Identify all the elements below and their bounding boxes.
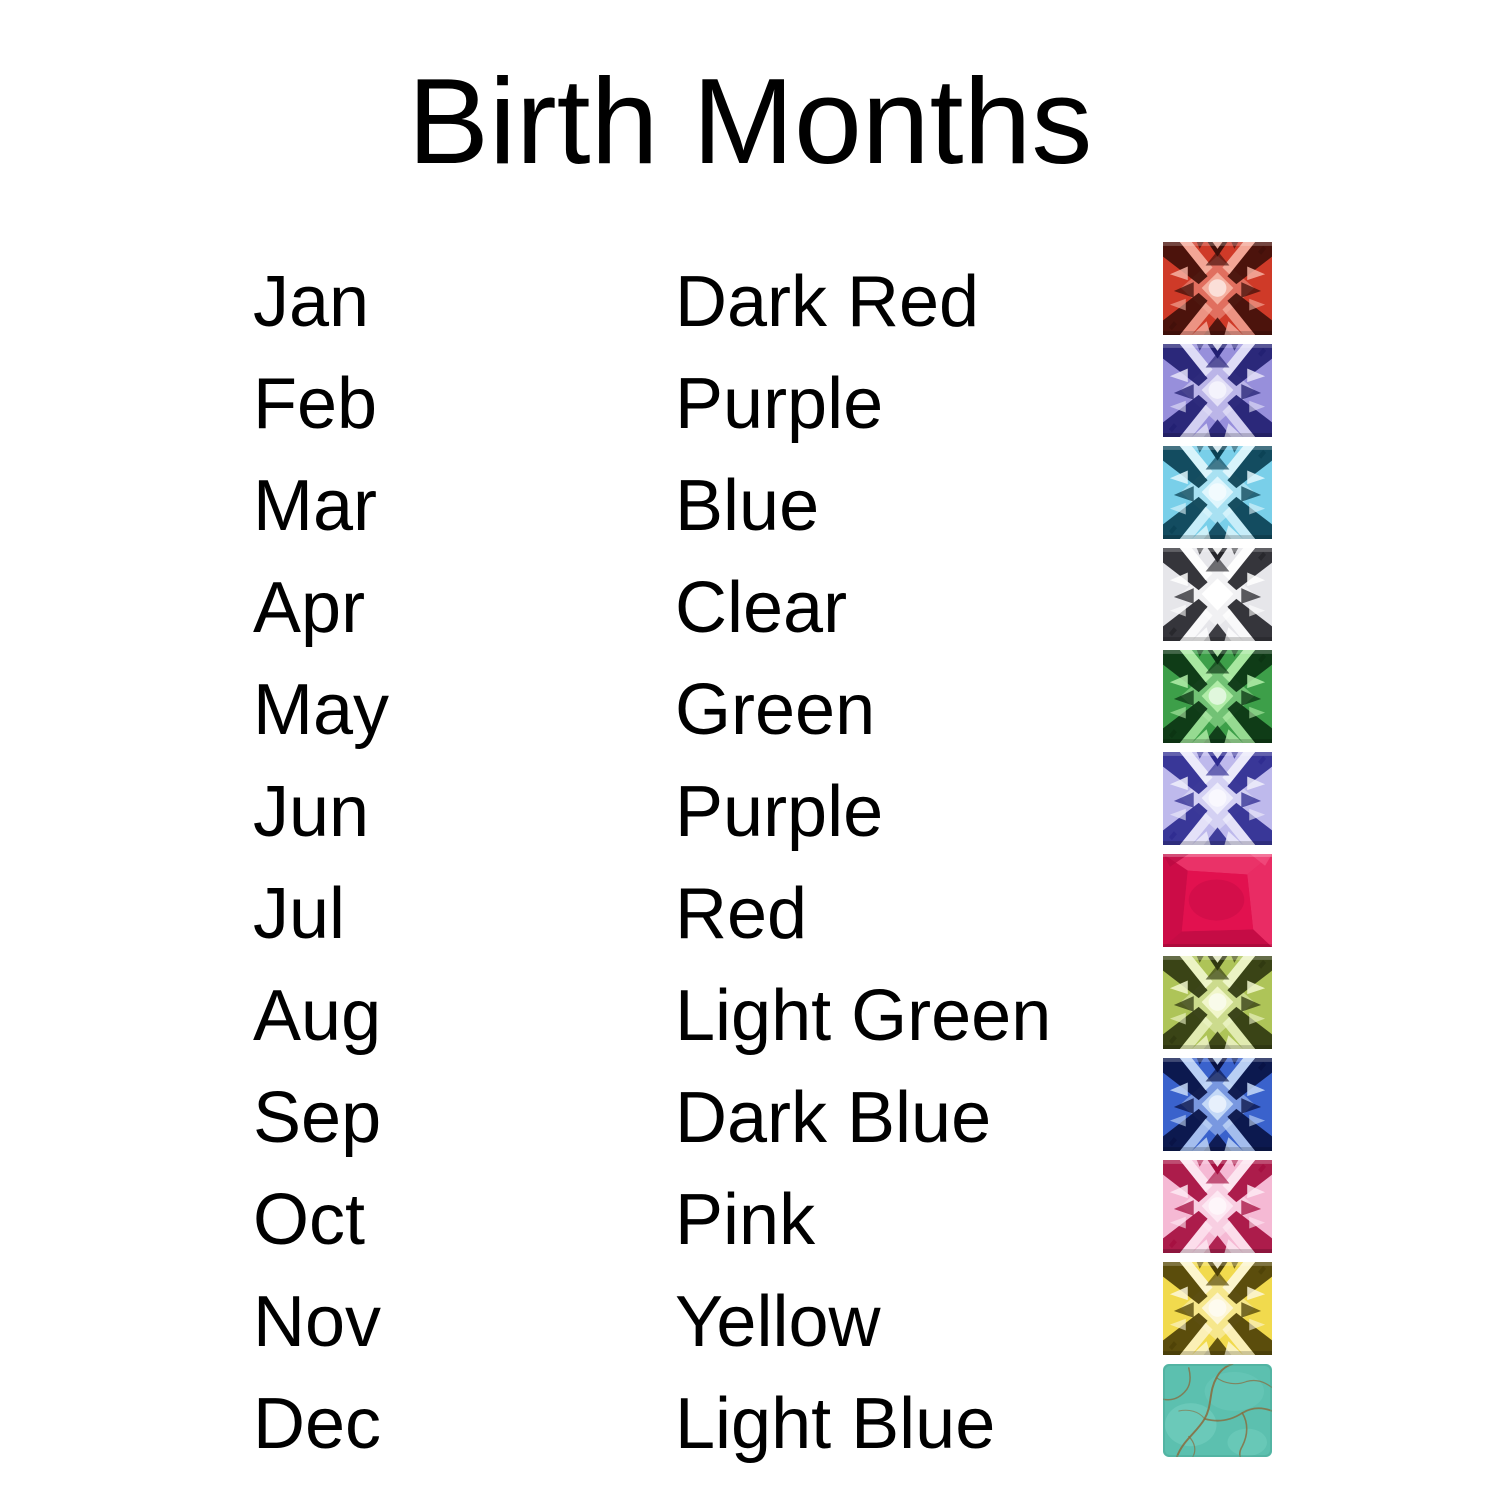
table-row: Aug Light Green (0, 956, 1500, 1067)
color-name-label: Blue (675, 466, 820, 546)
table-row: Feb Purple (0, 344, 1500, 455)
month-color-table: Jan Dark Red Feb Purple Mar Blue Apr Cle… (0, 242, 1500, 1475)
color-name-label: Purple (675, 772, 884, 852)
gemstone-oct-pink (1163, 1160, 1272, 1253)
gemstone-mar-blue (1163, 446, 1272, 539)
color-name-label: Pink (675, 1180, 816, 1260)
month-label: Nov (253, 1282, 382, 1362)
month-label: Oct (253, 1180, 366, 1260)
color-name-label: Clear (675, 568, 848, 648)
month-label: Jun (253, 772, 370, 852)
month-label: Aug (253, 976, 382, 1056)
gemstone-dec-light-blue (1163, 1364, 1272, 1457)
table-row: Nov Yellow (0, 1262, 1500, 1373)
table-row: Jul Red (0, 854, 1500, 965)
color-name-label: Yellow (675, 1282, 881, 1362)
table-row: May Green (0, 650, 1500, 761)
table-row: Sep Dark Blue (0, 1058, 1500, 1169)
color-name-label: Green (675, 670, 876, 750)
color-name-label: Red (675, 874, 808, 954)
color-name-label: Dark Blue (675, 1078, 992, 1158)
month-label: May (253, 670, 390, 750)
month-label: Mar (253, 466, 377, 546)
color-name-label: Dark Red (675, 262, 980, 342)
table-row: Apr Clear (0, 548, 1500, 659)
table-row: Dec Light Blue (0, 1364, 1500, 1475)
gemstone-apr-clear (1163, 548, 1272, 641)
month-label: Feb (253, 364, 378, 444)
color-name-label: Light Green (675, 976, 1052, 1056)
month-label: Sep (253, 1078, 382, 1158)
table-row: Jun Purple (0, 752, 1500, 863)
gemstone-sep-dark-blue (1163, 1058, 1272, 1151)
gemstone-jun-purple (1163, 752, 1272, 845)
month-label: Jan (253, 262, 370, 342)
page-title: Birth Months (407, 53, 1093, 189)
table-row: Mar Blue (0, 446, 1500, 557)
color-name-label: Light Blue (675, 1384, 996, 1464)
gemstone-may-green (1163, 650, 1272, 743)
gemstone-nov-yellow (1163, 1262, 1272, 1355)
month-label: Apr (253, 568, 366, 648)
table-row: Jan Dark Red (0, 242, 1500, 353)
color-name-label: Purple (675, 364, 884, 444)
table-row: Oct Pink (0, 1160, 1500, 1271)
gemstone-aug-light-green (1163, 956, 1272, 1049)
gemstone-jul-red (1163, 854, 1272, 947)
month-label: Jul (253, 874, 346, 954)
month-label: Dec (253, 1384, 382, 1464)
gemstone-jan-dark-red (1163, 242, 1272, 335)
gemstone-feb-purple (1163, 344, 1272, 437)
